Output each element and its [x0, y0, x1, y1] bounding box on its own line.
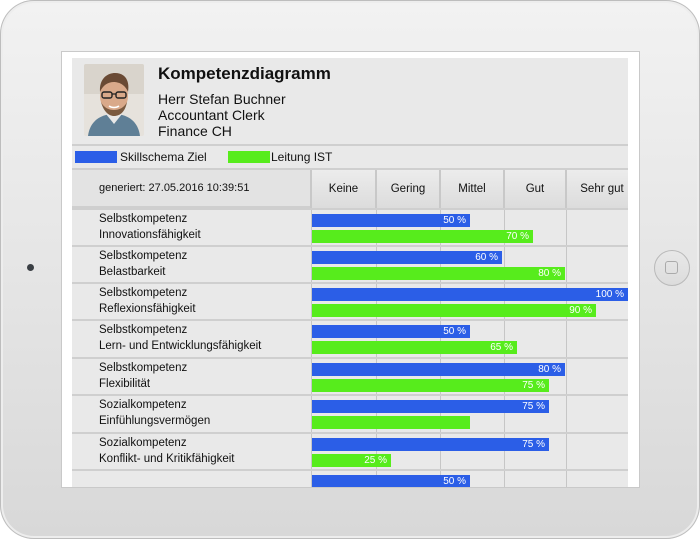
actual-bar: 80 % [312, 267, 565, 280]
actual-bar: 75 % [312, 379, 549, 392]
level-header-mittel: Mittel [439, 170, 503, 208]
avatar-photo [84, 64, 144, 136]
skill-category: Selbstkompetenz [99, 213, 188, 225]
target-bar: 75 % [312, 438, 549, 451]
skill-row: Selbstkompetenz Innovationsfähigkeit 50 % 7… [72, 208, 628, 245]
skill-name: Einfühlungsvermögen [99, 415, 211, 427]
skill-category: Selbstkompetenz [99, 324, 188, 336]
skill-row: Sozialkompetenz Einfühlungsvermögen 75 % [72, 394, 628, 431]
skill-category: Sozialkompetenz [99, 399, 187, 411]
screen: Kompetenzdiagramm Herr Stefan Buchner Ac… [62, 52, 639, 487]
gridline [566, 208, 567, 487]
legend-label-target: Skillschema Ziel [120, 150, 207, 164]
gridline [311, 208, 312, 487]
skill-category: Selbstkompetenz [99, 287, 188, 299]
target-bar: 60 % [312, 251, 502, 264]
actual-bar: 90 % [312, 304, 596, 317]
page-title: Kompetenzdiagramm [158, 64, 331, 83]
employee-department: Finance CH [158, 123, 232, 139]
skill-row: Selbstkompetenz Belastbarkeit 60 % 80 % [72, 245, 628, 282]
target-bar: 75 % [312, 400, 549, 413]
legend-swatch-target [75, 151, 117, 163]
actual-bar: 25 % [312, 454, 391, 467]
level-header-gering: Gering [375, 170, 439, 208]
actual-bar [312, 416, 470, 429]
avatar [84, 64, 144, 136]
skill-category: Selbstkompetenz [99, 362, 188, 374]
target-bar: 50 % [312, 325, 470, 338]
skill-name: Belastbarkeit [99, 266, 166, 278]
level-header-gut: Gut [503, 170, 565, 208]
skill-name: Flexibilität [99, 378, 151, 390]
target-bar: 50 % [312, 214, 470, 227]
legend-swatch-actual [228, 151, 270, 163]
competence-panel: Kompetenzdiagramm Herr Stefan Buchner Ac… [72, 58, 628, 487]
legend-label-actual: Leitung IST [271, 150, 333, 164]
skill-name: Reflexionsfähigkeit [99, 303, 196, 315]
skill-row: Selbstkompetenz Lern- und Entwicklungsfäh… [72, 319, 628, 356]
home-square-icon [665, 261, 678, 274]
generated-timestamp: generiert: 27.05.2016 10:39:51 [99, 182, 250, 194]
home-button[interactable] [654, 250, 690, 286]
skill-name: Innovationsfähigkeit [99, 229, 201, 241]
employee-name: Herr Stefan Buchner [158, 91, 286, 107]
skill-category: Sozialkompetenz [99, 437, 187, 449]
profile-header: Kompetenzdiagramm Herr Stefan Buchner Ac… [72, 58, 628, 146]
camera-icon [27, 264, 34, 271]
level-header-sehr-gut: Sehr gut [565, 170, 628, 208]
skill-row: Sozialkompetenz Konflikt- und Kritikfähig… [72, 432, 628, 469]
actual-bar: 70 % [312, 230, 533, 243]
skill-row: Selbstkompetenz Reflexionsfähigkeit 100 % 9… [72, 282, 628, 319]
skill-name: Lern- und Entwicklungsfähigkeit [99, 340, 262, 352]
target-bar: 80 % [312, 363, 565, 376]
employee-role: Accountant Clerk [158, 107, 265, 123]
target-bar: 100 % [312, 288, 628, 301]
level-header-keine: Keine [310, 170, 375, 208]
skill-name: Konflikt- und Kritikfähigkeit [99, 453, 235, 465]
target-bar: 50 % [312, 475, 470, 487]
skill-row: Selbstkompetenz Flexibilität 80 % 75 % [72, 357, 628, 394]
skill-row: 50 % [72, 469, 628, 487]
skills-table: Selbstkompetenz Innovationsfähigkeit 50 % 7… [72, 208, 628, 487]
actual-bar: 65 % [312, 341, 517, 354]
skill-category: Selbstkompetenz [99, 250, 188, 262]
legend: Skillschema Ziel Leitung IST [72, 146, 628, 170]
column-header: generiert: 27.05.2016 10:39:51 Keine Ger… [72, 170, 628, 208]
